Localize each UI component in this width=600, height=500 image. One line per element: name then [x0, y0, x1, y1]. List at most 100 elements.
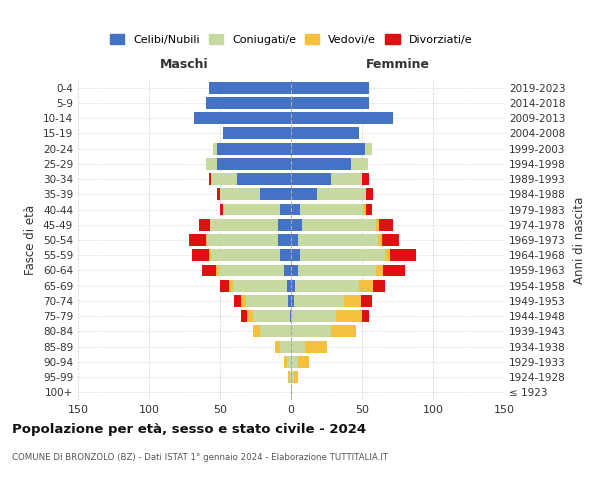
- Bar: [199, 219, 210, 230]
- Bar: [260, 326, 291, 338]
- Bar: [291, 264, 298, 276]
- Bar: [216, 264, 218, 276]
- Bar: [260, 188, 291, 200]
- Bar: [284, 264, 291, 276]
- Bar: [291, 250, 299, 261]
- Bar: [233, 280, 287, 291]
- Bar: [291, 295, 294, 307]
- Bar: [291, 386, 292, 398]
- Text: Femmine: Femmine: [365, 58, 430, 71]
- Bar: [294, 371, 298, 383]
- Bar: [247, 310, 253, 322]
- Bar: [241, 295, 245, 307]
- Bar: [305, 340, 326, 352]
- Bar: [362, 173, 369, 185]
- Bar: [211, 250, 280, 261]
- Bar: [217, 158, 291, 170]
- Bar: [209, 173, 211, 185]
- Bar: [291, 188, 317, 200]
- Bar: [385, 250, 391, 261]
- Bar: [295, 280, 359, 291]
- Bar: [291, 356, 298, 368]
- Bar: [298, 264, 376, 276]
- Bar: [189, 234, 206, 246]
- Bar: [278, 219, 291, 230]
- Bar: [280, 204, 291, 216]
- Bar: [291, 280, 295, 291]
- Bar: [234, 295, 241, 307]
- Bar: [284, 356, 287, 368]
- Bar: [291, 82, 369, 94]
- Bar: [291, 371, 294, 383]
- Bar: [194, 112, 291, 124]
- Bar: [291, 310, 337, 322]
- Bar: [253, 326, 260, 338]
- Bar: [220, 204, 223, 216]
- Bar: [383, 264, 404, 276]
- Bar: [288, 371, 290, 383]
- Bar: [275, 340, 280, 352]
- Bar: [291, 204, 299, 216]
- Bar: [291, 234, 298, 246]
- Bar: [202, 264, 216, 276]
- Bar: [288, 295, 291, 307]
- Bar: [364, 204, 366, 216]
- Bar: [213, 142, 217, 154]
- Bar: [206, 158, 217, 170]
- Bar: [331, 173, 362, 185]
- Bar: [291, 173, 331, 185]
- Bar: [278, 234, 291, 246]
- Bar: [290, 310, 291, 322]
- Bar: [331, 326, 356, 338]
- Bar: [206, 97, 291, 109]
- Bar: [209, 82, 291, 94]
- Bar: [229, 280, 233, 291]
- Bar: [362, 310, 369, 322]
- Bar: [210, 219, 278, 230]
- Bar: [291, 97, 369, 109]
- Y-axis label: Fasce di età: Fasce di età: [25, 205, 37, 275]
- Text: Maschi: Maschi: [160, 58, 209, 71]
- Bar: [291, 112, 393, 124]
- Bar: [280, 250, 291, 261]
- Bar: [220, 188, 260, 200]
- Bar: [223, 204, 280, 216]
- Bar: [241, 310, 247, 322]
- Bar: [377, 234, 382, 246]
- Bar: [287, 280, 291, 291]
- Bar: [291, 340, 305, 352]
- Bar: [299, 250, 385, 261]
- Bar: [206, 234, 207, 246]
- Bar: [287, 356, 291, 368]
- Bar: [391, 250, 416, 261]
- Bar: [359, 280, 373, 291]
- Bar: [302, 219, 376, 230]
- Bar: [344, 295, 361, 307]
- Bar: [373, 280, 385, 291]
- Bar: [299, 204, 364, 216]
- Bar: [294, 295, 344, 307]
- Bar: [223, 128, 291, 140]
- Bar: [217, 142, 291, 154]
- Bar: [245, 295, 288, 307]
- Text: COMUNE DI BRONZOLO (BZ) - Dati ISTAT 1° gennaio 2024 - Elaborazione TUTTITALIA.I: COMUNE DI BRONZOLO (BZ) - Dati ISTAT 1° …: [12, 452, 388, 462]
- Bar: [317, 188, 366, 200]
- Bar: [366, 188, 373, 200]
- Bar: [290, 371, 291, 383]
- Bar: [298, 356, 310, 368]
- Text: Popolazione per età, sesso e stato civile - 2024: Popolazione per età, sesso e stato civil…: [12, 422, 366, 436]
- Bar: [382, 234, 399, 246]
- Bar: [376, 219, 379, 230]
- Bar: [237, 173, 291, 185]
- Bar: [376, 264, 383, 276]
- Bar: [350, 158, 368, 170]
- Bar: [337, 310, 362, 322]
- Bar: [220, 280, 229, 291]
- Bar: [280, 340, 291, 352]
- Bar: [253, 310, 290, 322]
- Bar: [217, 188, 220, 200]
- Bar: [298, 234, 377, 246]
- Bar: [291, 326, 331, 338]
- Bar: [291, 142, 365, 154]
- Bar: [379, 219, 393, 230]
